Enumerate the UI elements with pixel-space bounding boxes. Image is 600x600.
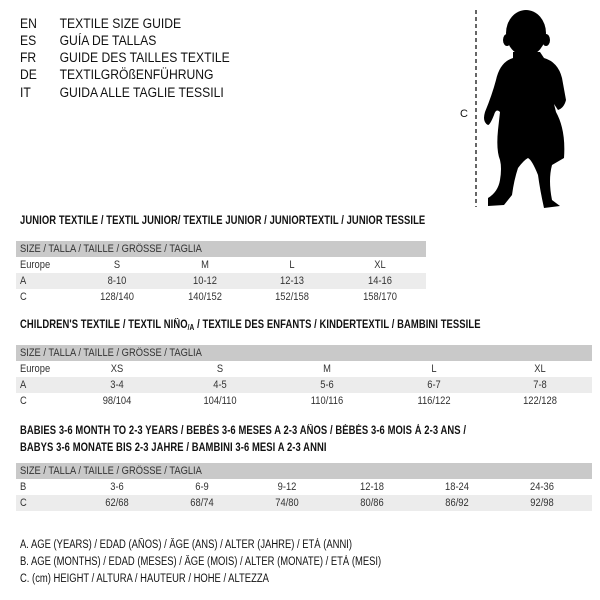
lang-line-es: ES GUÍA DE TALLAS	[20, 33, 156, 48]
table-header-row: SIZE / TALLA / TAILLE / GRÖSSE / TAGLIA	[16, 241, 426, 257]
table-cell: 86/92	[445, 497, 469, 509]
row-label: A	[20, 379, 27, 391]
lang-title: GUÍA DE TALLAS	[59, 33, 157, 48]
lang-code: IT	[20, 85, 31, 100]
table-cell: 4-5	[213, 379, 227, 391]
table-row: A 3-4 4-5 5-6 6-7 7-8	[16, 377, 592, 393]
row-label: B	[20, 481, 27, 493]
row-label: C	[20, 291, 27, 303]
table-cell: 6-7	[427, 379, 441, 391]
table-cell: XS	[110, 363, 124, 375]
table-cell: 80/86	[360, 497, 384, 509]
table-cell: 158/170	[363, 291, 397, 303]
row-label: Europe	[20, 363, 51, 375]
table-cell: 122/128	[523, 395, 557, 407]
babies-size-table: SIZE / TALLA / TAILLE / GRÖSSE / TAGLIA …	[16, 463, 592, 511]
table-row: Europe S M L XL	[16, 257, 426, 273]
row-label: C	[20, 497, 27, 509]
legend-c: C. (cm) HEIGHT / ALTURA / HAUTEUR / HÖHE…	[20, 573, 269, 585]
table-cell: M	[201, 259, 209, 271]
table-row: Europe XS S M L XL	[16, 361, 592, 377]
table-cell: 12-18	[360, 481, 384, 493]
size-header: SIZE / TALLA / TAILLE / GRÖSSE / TAGLIA	[20, 347, 202, 359]
size-header: SIZE / TALLA / TAILLE / GRÖSSE / TAGLIA	[20, 465, 202, 477]
title-subscript: /A	[187, 323, 195, 332]
table-cell: L	[431, 363, 437, 375]
table-cell: 10-12	[193, 275, 217, 287]
lang-code: DE	[20, 67, 37, 82]
table-header-row: SIZE / TALLA / TAILLE / GRÖSSE / TAGLIA	[16, 345, 592, 361]
table-cell: 12-13	[280, 275, 304, 287]
table-cell: 104/110	[203, 395, 237, 407]
lang-title: GUIDA ALLE TAGLIE TESSILI	[59, 85, 224, 100]
table-cell: 5-6	[320, 379, 334, 391]
table-row: B 3-6 6-9 9-12 12-18 18-24 24-36	[16, 479, 592, 495]
table-cell: S	[216, 363, 224, 375]
table-cell: 68/74	[190, 497, 214, 509]
table-cell: 14-16	[368, 275, 392, 287]
table-cell: L	[289, 259, 295, 271]
lang-line-de: DE TEXTILGRÖßENFÜHRUNG	[20, 67, 214, 82]
table-cell: 152/158	[275, 291, 309, 303]
table-cell: 74/80	[275, 497, 299, 509]
table-cell: 116/122	[417, 395, 451, 407]
table-header-row: SIZE / TALLA / TAILLE / GRÖSSE / TAGLIA	[16, 463, 592, 479]
table-cell: 62/68	[105, 497, 129, 509]
row-label: Europe	[20, 259, 51, 271]
table-cell: S	[113, 259, 121, 271]
row-label: A	[20, 275, 27, 287]
legend-a: A. AGE (YEARS) / EDAD (AÑOS) / ÂGE (ANS)…	[20, 539, 353, 551]
table-cell: M	[323, 363, 331, 375]
baby-silhouette-icon	[484, 10, 566, 208]
table-cell: 6-9	[195, 481, 209, 493]
lang-code: ES	[20, 33, 37, 48]
row-label: C	[20, 395, 27, 407]
table-cell: 140/152	[188, 291, 222, 303]
babies-table-title-line1: BABIES 3-6 MONTH TO 2-3 YEARS / BEBÉS 3-…	[20, 425, 467, 437]
legend-b: B. AGE (MONTHS) / EDAD (MESES) / ÂGE (MO…	[20, 556, 382, 568]
children-size-table: SIZE / TALLA / TAILLE / GRÖSSE / TAGLIA …	[16, 345, 592, 409]
baby-silhouette-figure	[475, 10, 566, 208]
lang-title: GUIDE DES TAILLES TEXTILE	[59, 50, 230, 65]
table-row: C 98/104 104/110 110/116 116/122 122/128	[16, 393, 592, 409]
table-cell: 128/140	[100, 291, 134, 303]
lang-line-it: IT GUIDA ALLE TAGLIE TESSILI	[20, 85, 224, 100]
table-cell: 9-12	[277, 481, 297, 493]
table-cell: 92/98	[530, 497, 554, 509]
table-cell: 98/104	[102, 395, 132, 407]
table-row: A 8-10 10-12 12-13 14-16	[16, 273, 426, 289]
table-cell: 8-10	[107, 275, 127, 287]
children-table-title: CHILDREN'S TEXTILE / TEXTIL NIÑO/A / TEX…	[20, 319, 481, 332]
table-cell: XL	[534, 363, 546, 375]
lang-code: FR	[20, 50, 37, 65]
table-cell: 7-8	[533, 379, 547, 391]
table-cell: 18-24	[445, 481, 469, 493]
lang-code: EN	[20, 16, 37, 31]
table-cell: 110/116	[310, 395, 344, 407]
lang-line-fr: FR GUIDE DES TAILLES TEXTILE	[20, 50, 230, 65]
junior-table-title: JUNIOR TEXTILE / TEXTIL JUNIOR/ TEXTILE …	[20, 215, 426, 227]
table-cell: 3-4	[110, 379, 124, 391]
title-text: / TEXTILE DES ENFANTS / KINDERTEXTIL / B…	[194, 319, 481, 331]
table-cell: XL	[374, 259, 386, 271]
table-row: C 62/68 68/74 74/80 80/86 86/92 92/98	[16, 495, 592, 511]
size-header: SIZE / TALLA / TAILLE / GRÖSSE / TAGLIA	[20, 243, 202, 255]
lang-title: TEXTILGRÖßENFÜHRUNG	[59, 67, 214, 82]
height-measure-label: C	[460, 108, 468, 120]
junior-size-table: SIZE / TALLA / TAILLE / GRÖSSE / TAGLIA …	[16, 241, 426, 305]
table-cell: 24-36	[530, 481, 554, 493]
lang-title: TEXTILE SIZE GUIDE	[59, 16, 182, 31]
table-row: C 128/140 140/152 152/158 158/170	[16, 289, 426, 305]
babies-table-title-line2: BABYS 3-6 MONATE BIS 2-3 JAHRE / BAMBINI…	[20, 442, 327, 454]
lang-line-en: EN TEXTILE SIZE GUIDE	[20, 16, 181, 31]
title-text: CHILDREN'S TEXTILE / TEXTIL NIÑO	[20, 319, 188, 331]
table-cell: 3-6	[110, 481, 124, 493]
